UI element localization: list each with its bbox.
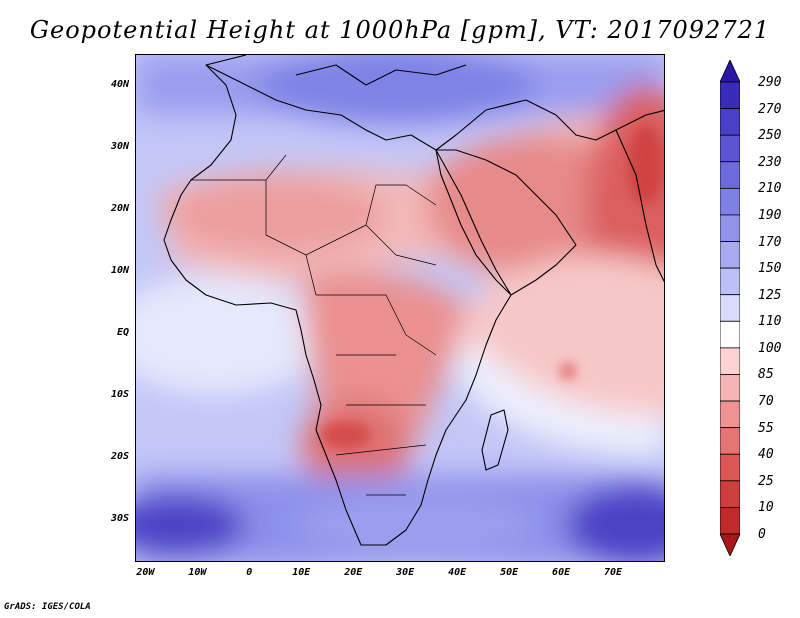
- colorbar-segment: [720, 480, 740, 508]
- lat-label: 20S: [110, 450, 129, 462]
- colorbar-label: 150: [758, 261, 782, 277]
- colorbar-segment: [720, 267, 740, 296]
- coastlines: [163, 55, 664, 546]
- lat-label: 10N: [110, 264, 129, 276]
- colorbar-label: 100: [758, 340, 782, 356]
- colorbar-label: 40: [758, 447, 774, 463]
- colorbar-segment: [720, 134, 740, 163]
- map-field: [136, 55, 664, 561]
- colorbar-segment: [720, 400, 740, 429]
- lat-label: 30S: [110, 512, 129, 524]
- colorbar-segment: [720, 108, 740, 136]
- colorbar-label: 210: [758, 181, 782, 197]
- lat-label: 20N: [110, 202, 129, 214]
- red-sea: [435, 149, 577, 296]
- colorbar-label: 190: [758, 207, 782, 223]
- colorbar-label: 25: [758, 473, 774, 489]
- lon-label: 30E: [396, 567, 415, 578]
- lat-label: 10S: [110, 388, 129, 400]
- border-lines: [191, 154, 437, 496]
- lon-label: 0: [246, 567, 253, 578]
- lon-label: 60E: [552, 567, 571, 578]
- colorbar-label: 110: [758, 314, 782, 330]
- colorbar-label: 270: [758, 101, 782, 117]
- colorbar-label: 250: [758, 128, 782, 144]
- colorbar-segment: [720, 427, 740, 455]
- colorbar-segment: [720, 347, 740, 375]
- colorbar-segment: [720, 187, 740, 216]
- chart-title: Geopotential Height at 1000hPa [gpm], VT…: [29, 16, 771, 44]
- lon-label: 10W: [188, 567, 207, 578]
- colorbar-bottom-arrow: [720, 533, 740, 556]
- colorbar-label: 10: [758, 500, 774, 516]
- colorbar-segment: [720, 320, 740, 349]
- colorbar-label: 230: [758, 154, 782, 170]
- lon-label: 40E: [448, 567, 467, 578]
- africa-coastline: [163, 64, 512, 546]
- lon-label: 70E: [604, 567, 623, 578]
- europe-coast: [205, 55, 467, 86]
- madagascar: [481, 409, 509, 471]
- lon-label: 50E: [500, 567, 519, 578]
- colorbar-segment: [720, 507, 740, 535]
- lat-label: 30N: [110, 140, 129, 152]
- india-coastline: [615, 129, 664, 283]
- colorbar-segment: [720, 374, 740, 402]
- arabia-coastline: [435, 99, 664, 151]
- colorbar-segment: [720, 161, 740, 189]
- colorbar-label: 290: [758, 75, 782, 90]
- colorbar-segment: [720, 241, 740, 269]
- colorbar-segment: [720, 214, 740, 242]
- lat-label: EQ: [116, 326, 129, 338]
- colorbar-label: 70: [758, 394, 774, 410]
- map-panel: [135, 54, 665, 562]
- lat-label: 40N: [110, 78, 129, 90]
- colorbar-top-arrow: [720, 60, 740, 83]
- colorbar-segment: [720, 81, 740, 109]
- colorbar-label: 125: [758, 287, 782, 303]
- colorbar-label: 0: [758, 527, 766, 542]
- lon-label: 20W: [136, 567, 155, 578]
- colorbar-label: 85: [758, 367, 774, 383]
- lon-label: 10E: [292, 567, 311, 578]
- colorbar-segment: [720, 453, 740, 482]
- colorbar-label: 55: [758, 420, 774, 436]
- lon-label: 20E: [344, 567, 363, 578]
- colorbar-segment: [720, 294, 740, 322]
- colorbar: [720, 60, 740, 556]
- credit-text: GrADS: IGES/COLA: [4, 602, 91, 612]
- colorbar-label: 170: [758, 234, 782, 250]
